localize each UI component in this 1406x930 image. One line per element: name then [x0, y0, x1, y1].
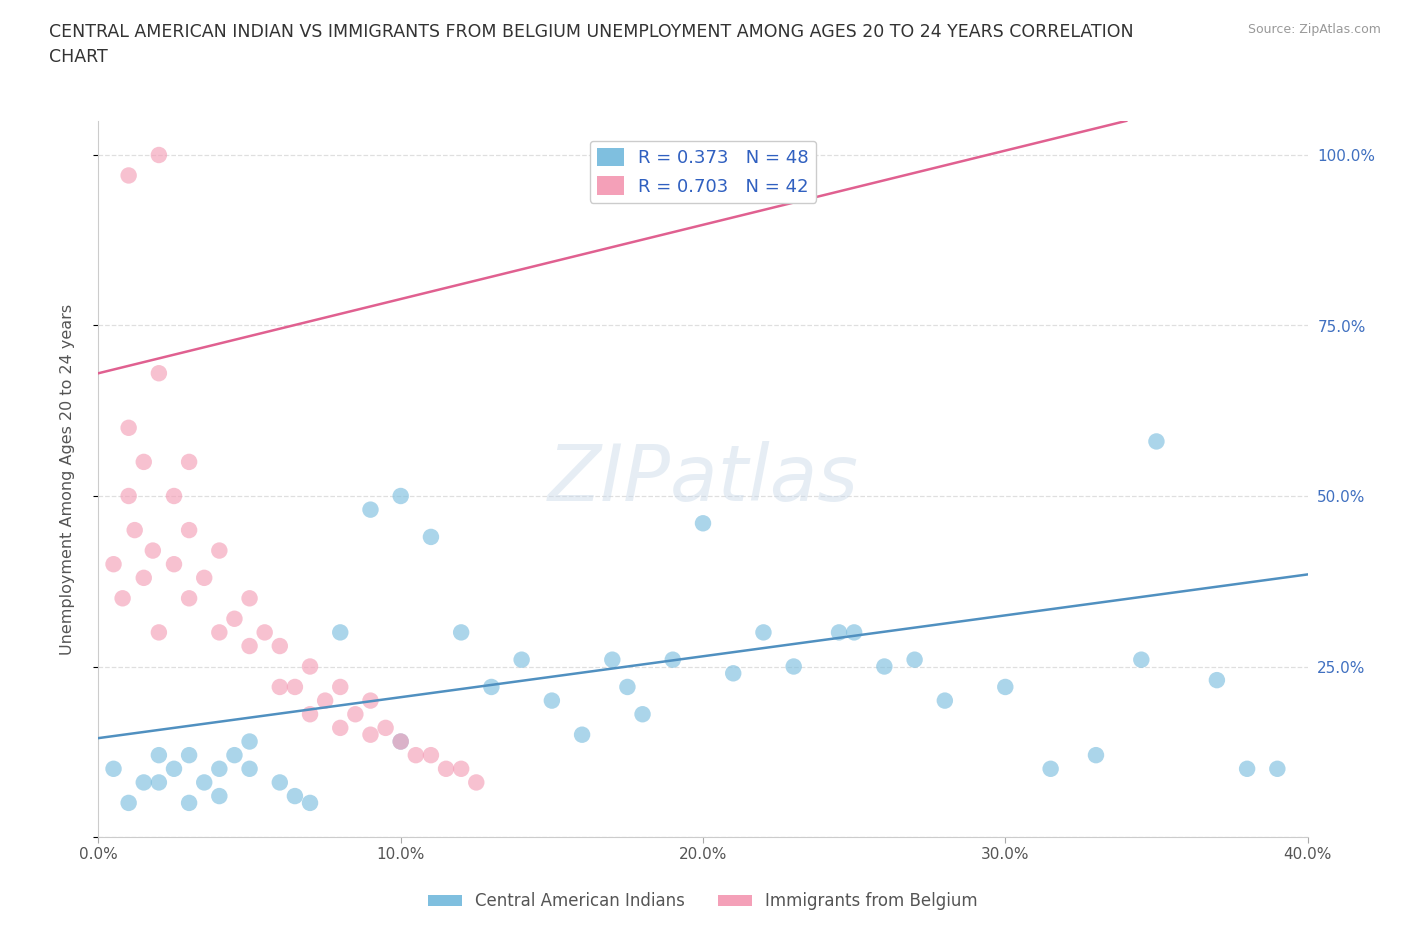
Point — [389, 488, 412, 503]
Point — [132, 775, 155, 790]
Point — [873, 659, 896, 674]
Point — [616, 680, 638, 695]
Point — [163, 557, 186, 572]
Point — [148, 365, 170, 380]
Point — [360, 727, 382, 742]
Point — [844, 625, 866, 640]
Text: Source: ZipAtlas.com: Source: ZipAtlas.com — [1247, 23, 1381, 36]
Point — [224, 611, 246, 626]
Point — [329, 680, 352, 695]
Point — [450, 625, 472, 640]
Point — [1206, 672, 1229, 687]
Point — [193, 570, 215, 585]
Point — [148, 148, 170, 163]
Y-axis label: Unemployment Among Ages 20 to 24 years: Unemployment Among Ages 20 to 24 years — [60, 303, 75, 655]
Point — [602, 652, 624, 667]
Point — [329, 721, 352, 736]
Point — [465, 775, 488, 790]
Point — [752, 625, 775, 640]
Point — [179, 523, 201, 538]
Point — [661, 652, 683, 667]
Point — [179, 455, 201, 470]
Point — [253, 625, 276, 640]
Point — [904, 652, 927, 667]
Point — [510, 652, 533, 667]
Point — [1130, 652, 1153, 667]
Point — [179, 591, 201, 605]
Point — [631, 707, 654, 722]
Point — [994, 680, 1017, 695]
Point — [208, 543, 231, 558]
Point — [163, 488, 186, 503]
Point — [179, 795, 201, 810]
Point — [103, 762, 125, 777]
Legend: Central American Indians, Immigrants from Belgium: Central American Indians, Immigrants fro… — [422, 885, 984, 917]
Point — [450, 762, 472, 777]
Point — [828, 625, 851, 640]
Point — [434, 762, 457, 777]
Point — [118, 168, 141, 183]
Point — [148, 775, 170, 790]
Point — [692, 516, 714, 531]
Point — [1144, 434, 1167, 449]
Point — [571, 727, 593, 742]
Point — [783, 659, 806, 674]
Point — [1236, 762, 1258, 777]
Point — [329, 625, 352, 640]
Point — [124, 523, 146, 538]
Text: CENTRAL AMERICAN INDIAN VS IMMIGRANTS FROM BELGIUM UNEMPLOYMENT AMONG AGES 20 TO: CENTRAL AMERICAN INDIAN VS IMMIGRANTS FR… — [49, 23, 1133, 66]
Point — [405, 748, 427, 763]
Point — [148, 748, 170, 763]
Point — [208, 789, 231, 804]
Point — [163, 762, 186, 777]
Point — [179, 748, 201, 763]
Point — [299, 659, 322, 674]
Point — [269, 680, 291, 695]
Point — [299, 707, 322, 722]
Point — [118, 420, 141, 435]
Point — [148, 625, 170, 640]
Point — [239, 762, 262, 777]
Point — [420, 748, 443, 763]
Point — [208, 762, 231, 777]
Point — [723, 666, 745, 681]
Text: ZIPatlas: ZIPatlas — [547, 441, 859, 517]
Point — [269, 775, 291, 790]
Point — [193, 775, 215, 790]
Point — [314, 693, 336, 708]
Point — [934, 693, 956, 708]
Point — [374, 721, 396, 736]
Point — [540, 693, 562, 708]
Point — [132, 455, 155, 470]
Point — [420, 529, 443, 544]
Point — [118, 795, 141, 810]
Point — [1267, 762, 1289, 777]
Point — [239, 639, 262, 654]
Point — [299, 795, 322, 810]
Point — [132, 570, 155, 585]
Legend: R = 0.373   N = 48, R = 0.703   N = 42: R = 0.373 N = 48, R = 0.703 N = 42 — [589, 140, 817, 203]
Point — [344, 707, 367, 722]
Point — [224, 748, 246, 763]
Point — [284, 789, 307, 804]
Point — [360, 693, 382, 708]
Point — [239, 591, 262, 605]
Point — [142, 543, 165, 558]
Point — [118, 488, 141, 503]
Point — [111, 591, 134, 605]
Point — [481, 680, 503, 695]
Point — [239, 734, 262, 749]
Point — [389, 734, 412, 749]
Point — [208, 625, 231, 640]
Point — [1085, 748, 1108, 763]
Point — [389, 734, 412, 749]
Point — [284, 680, 307, 695]
Point — [269, 639, 291, 654]
Point — [360, 502, 382, 517]
Point — [103, 557, 125, 572]
Point — [1039, 762, 1062, 777]
